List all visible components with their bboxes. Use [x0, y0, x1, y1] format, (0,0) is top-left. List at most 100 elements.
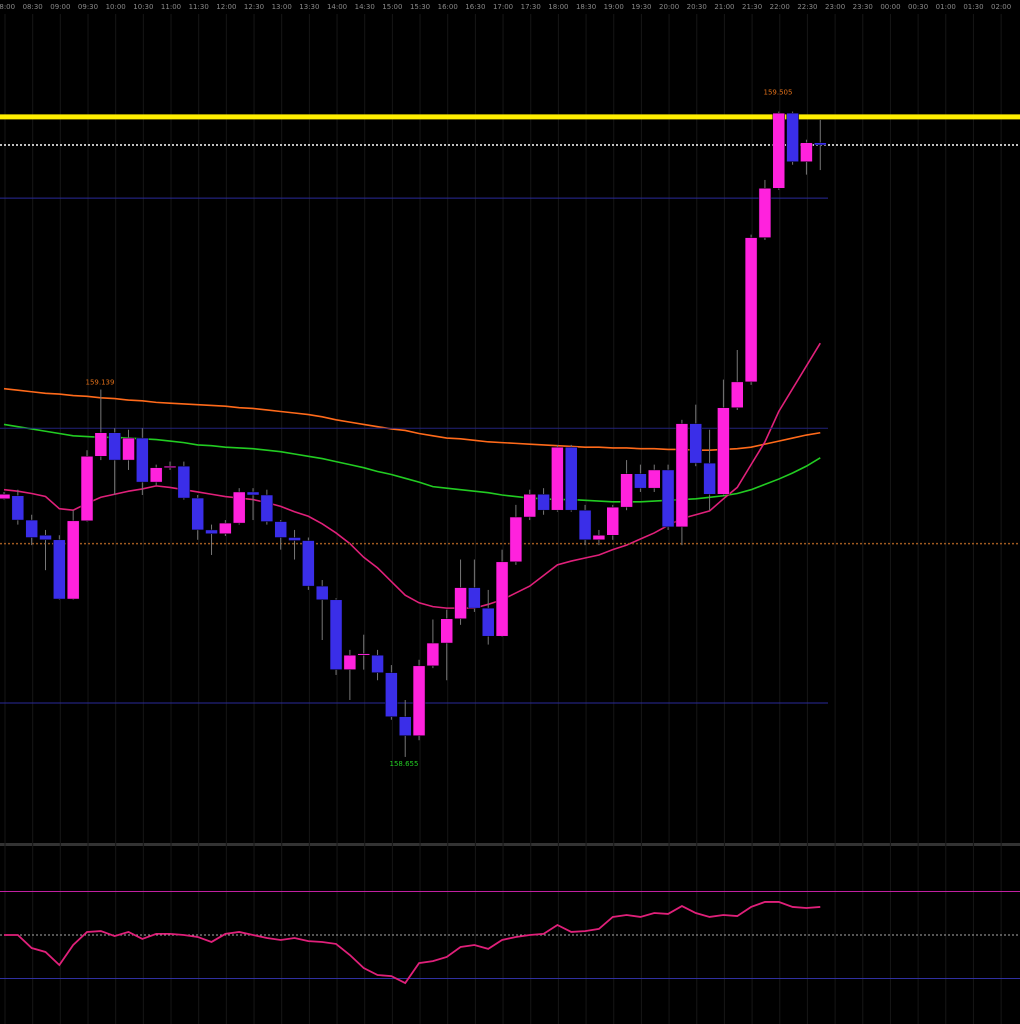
- price-annotation: 159.139: [86, 378, 115, 386]
- price-annotation: 159.505: [764, 89, 793, 97]
- time-label: 09:30: [78, 3, 98, 11]
- candle-body: [260, 494, 274, 522]
- candle-body: [315, 585, 329, 601]
- time-label: 08:30: [23, 3, 43, 11]
- candle-body: [481, 607, 495, 637]
- candle-body: [537, 493, 550, 511]
- time-label: 13:00: [272, 3, 292, 11]
- candle-body: [302, 540, 315, 587]
- candle-body: [578, 509, 592, 541]
- time-label: 18:00: [548, 3, 568, 11]
- candle-body: [689, 423, 702, 464]
- candle-body: [53, 539, 66, 600]
- candle-body: [94, 432, 108, 457]
- candle-body: [149, 467, 163, 483]
- time-label: 11:00: [161, 3, 181, 11]
- candle-body: [620, 473, 633, 508]
- candle-body: [246, 491, 260, 496]
- candle-body: [412, 665, 426, 736]
- candle-body: [717, 407, 730, 495]
- candle-body: [232, 491, 246, 524]
- candle-body: [426, 642, 440, 667]
- candle-body: [606, 506, 619, 536]
- time-label: 00:30: [908, 3, 928, 11]
- time-label: 21:30: [742, 3, 762, 11]
- time-label: 19:30: [631, 3, 651, 11]
- candle-body: [592, 534, 606, 541]
- time-label: 01:00: [936, 3, 956, 11]
- time-label: 00:00: [880, 3, 900, 11]
- candle-body: [0, 493, 11, 500]
- candle-body: [440, 618, 453, 644]
- candle-body: [39, 534, 52, 541]
- oscillator-line: [4, 901, 821, 985]
- candle-body: [786, 112, 799, 162]
- candle-body: [177, 465, 191, 499]
- candle-body: [66, 520, 80, 600]
- candle-body: [343, 654, 357, 670]
- candle-body: [509, 516, 523, 563]
- time-label: 19:00: [604, 3, 624, 11]
- candle-body: [551, 446, 564, 511]
- candle-body: [108, 432, 121, 461]
- candle-body: [371, 654, 384, 673]
- candle-body: [634, 473, 647, 489]
- candle-body: [661, 469, 675, 528]
- time-label: 20:30: [687, 3, 707, 11]
- candle-body: [205, 529, 218, 534]
- candle-body: [454, 587, 467, 620]
- panel-separator: [0, 843, 1020, 846]
- candle-body: [800, 142, 813, 162]
- time-label: 10:30: [133, 3, 153, 11]
- time-label: 13:30: [299, 3, 319, 11]
- candle-body: [703, 462, 716, 495]
- candle-body: [675, 423, 689, 528]
- time-label: 18:30: [576, 3, 596, 11]
- candle-body: [11, 495, 25, 521]
- time-label: 10:00: [106, 3, 126, 11]
- time-label: 14:00: [327, 3, 347, 11]
- time-label: 12:00: [216, 3, 236, 11]
- candle-body: [136, 437, 149, 483]
- candle-body: [814, 142, 827, 146]
- time-label: 22:00: [770, 3, 790, 11]
- price-annotation: 158.655: [390, 760, 419, 768]
- time-label: 01:30: [963, 3, 983, 11]
- time-label: 11:30: [189, 3, 209, 11]
- time-label: 21:00: [714, 3, 734, 11]
- time-label: 17:30: [521, 3, 541, 11]
- candle-body: [495, 561, 509, 637]
- time-label: 02:00: [991, 3, 1011, 11]
- candle-body: [329, 599, 343, 670]
- candle-body: [758, 188, 772, 238]
- time-label: 17:00: [493, 3, 513, 11]
- candle-body: [163, 465, 177, 468]
- time-label: 23:00: [825, 3, 845, 11]
- time-label: 20:00: [659, 3, 679, 11]
- time-label: 16:00: [438, 3, 458, 11]
- candle-body: [385, 672, 398, 717]
- time-label: 14:30: [355, 3, 375, 11]
- candle-body: [357, 653, 370, 656]
- candle-body: [772, 112, 786, 189]
- candle-body: [564, 446, 578, 511]
- candle-body: [25, 519, 38, 538]
- candle-body: [731, 381, 744, 408]
- candle-body: [468, 587, 481, 609]
- candle-body: [744, 237, 758, 383]
- candle-body: [219, 522, 232, 534]
- time-label: 12:30: [244, 3, 264, 11]
- candle-body: [191, 497, 204, 531]
- time-label: 23:30: [853, 3, 873, 11]
- time-label: 15:30: [410, 3, 430, 11]
- candle-body: [523, 493, 536, 518]
- candle-body: [398, 716, 412, 736]
- time-label: 15:00: [382, 3, 402, 11]
- candle-body: [122, 437, 135, 461]
- time-label: 09:00: [50, 3, 70, 11]
- candle-body: [274, 521, 287, 538]
- time-label: 08:00: [0, 3, 15, 11]
